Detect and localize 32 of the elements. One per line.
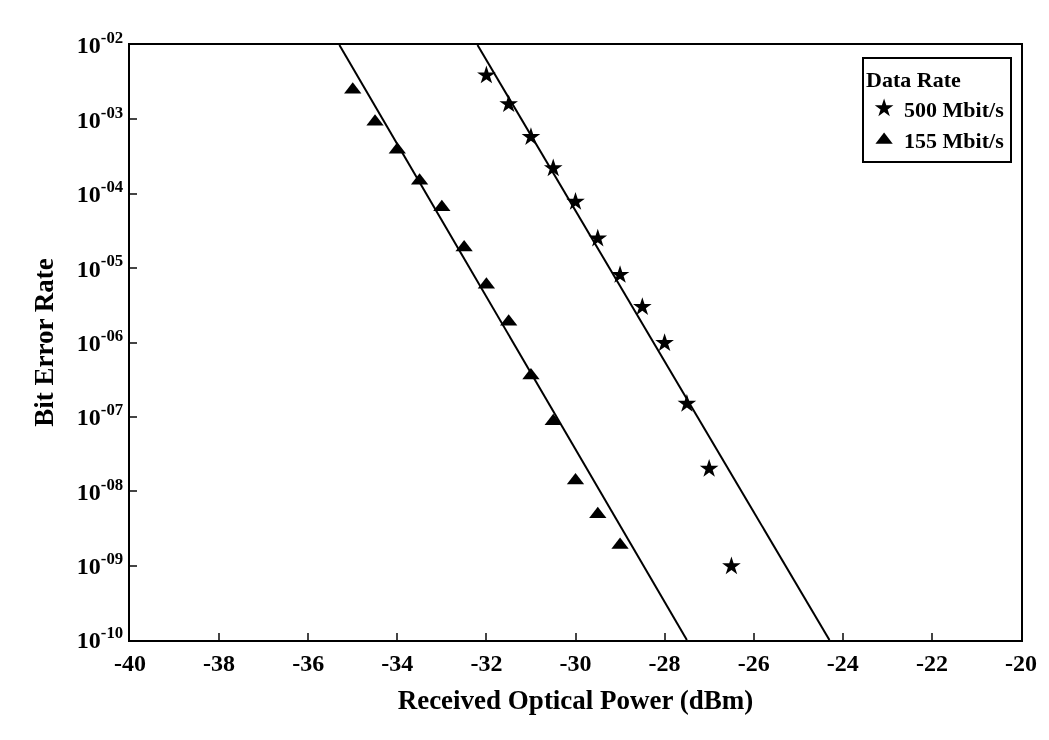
x-tick-label: -28 — [648, 649, 681, 676]
x-tick-label: -36 — [292, 649, 325, 676]
point — [655, 333, 674, 352]
x-tick-label: -34 — [381, 649, 414, 676]
x-tick-label: -22 — [915, 649, 948, 676]
point — [722, 556, 741, 575]
legend-title: Data Rate — [866, 67, 962, 93]
x-tick-label: -32 — [470, 649, 503, 676]
y-tick-label: 10$^{-06}$ — [76, 325, 124, 356]
x-tick-label: -20 — [1005, 649, 1037, 676]
y-tick-label: 10$^{-04}$ — [76, 177, 124, 208]
legend-label: 155 Mbit/s — [904, 128, 1005, 154]
point — [544, 413, 562, 426]
point — [633, 297, 652, 315]
point — [455, 239, 473, 252]
legend-label: 500 Mbit/s — [904, 96, 1005, 122]
point — [610, 265, 630, 283]
x-tick-label: -24 — [826, 649, 859, 676]
point — [589, 506, 607, 519]
x-tick-label: -26 — [737, 649, 770, 676]
y-tick-label: 10$^{-03}$ — [76, 102, 124, 133]
y-tick-label: 10$^{-02}$ — [76, 28, 124, 59]
x-tick-label: -38 — [203, 649, 236, 676]
y-tick-label: 10$^{-05}$ — [76, 251, 124, 282]
y-axis-title: Bit Error Rate — [29, 258, 60, 427]
point — [699, 459, 719, 477]
y-tick-label: 10$^{-09}$ — [76, 548, 124, 580]
x-tick-label: -30 — [559, 649, 592, 676]
y-tick-label: 10$^{-07}$ — [76, 400, 124, 431]
y-tick-label: 10$^{-08}$ — [76, 474, 124, 505]
point — [477, 65, 496, 84]
x-axis-title: Received Optical Power (dBm) — [397, 684, 754, 715]
